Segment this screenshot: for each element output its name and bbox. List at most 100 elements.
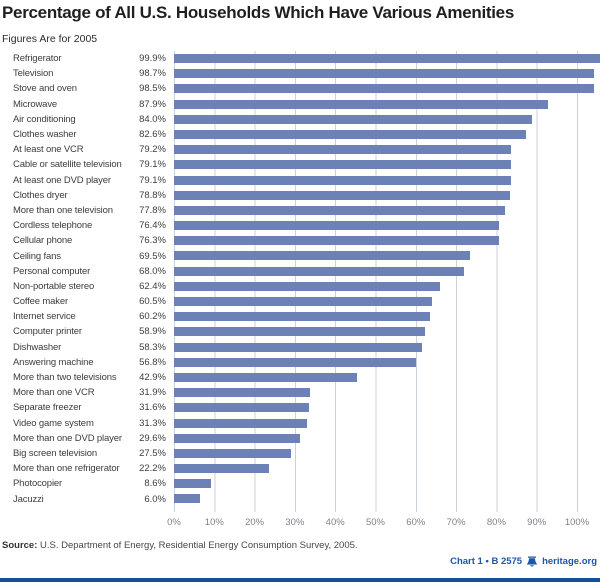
bar-track	[174, 173, 600, 188]
value-label: 29.6%	[139, 432, 166, 444]
bar-track	[174, 142, 600, 157]
category-label: Answering machine	[13, 356, 94, 368]
value-label: 98.5%	[139, 83, 166, 95]
chart-row: Television 98.7%	[0, 66, 600, 81]
category-label: Cordless telephone	[13, 220, 93, 232]
bar	[174, 433, 301, 443]
category-label: More than one VCR	[13, 387, 95, 399]
category-label: Coffee maker	[13, 296, 69, 308]
value-label: 8.6%	[144, 478, 166, 490]
value-label: 31.9%	[139, 387, 166, 399]
category-label: Refrigerator	[13, 53, 62, 65]
x-axis: 0% 10% 20% 30% 40% 50% 60% 70% 80% 90% 100%	[167, 516, 589, 533]
bar	[174, 312, 431, 322]
chart-row: Jacuzzi 6.0%	[0, 491, 600, 506]
chart-row: Air conditioning 84.0%	[0, 112, 600, 127]
bar	[174, 464, 269, 474]
bar-track	[174, 51, 600, 66]
chart-row: Cellular phone 76.3%	[0, 233, 600, 248]
chart-row: Dishwasher 58.3%	[0, 340, 600, 355]
source-note: Source: U.S. Department of Energy, Resid…	[2, 540, 358, 551]
bar	[174, 479, 211, 489]
value-label: 6.0%	[144, 493, 166, 505]
bar	[174, 114, 532, 124]
value-label: 60.5%	[139, 296, 166, 308]
bar-track	[174, 218, 600, 233]
category-label: Non-portable stereo	[13, 280, 95, 292]
chart-row: Stove and oven 98.5%	[0, 81, 600, 96]
value-label: 69.5%	[139, 250, 166, 262]
category-label: Big screen television	[13, 447, 97, 459]
bar	[174, 388, 310, 398]
value-label: 42.9%	[139, 372, 166, 384]
value-label: 87.9%	[139, 98, 166, 110]
bar-track	[174, 431, 600, 446]
bar-rows: Refrigerator 99.9% Television 98.7% Stove an…	[0, 51, 600, 507]
value-label: 27.5%	[139, 447, 166, 459]
chart-row: More than two televisions 42.9%	[0, 370, 600, 385]
value-label: 56.8%	[139, 356, 166, 368]
value-label: 58.3%	[139, 341, 166, 353]
value-label: 79.1%	[139, 174, 166, 186]
bar-track	[174, 446, 600, 461]
chart-row: Photocopier 8.6%	[0, 476, 600, 491]
chart-row: Microwave 87.9%	[0, 97, 600, 112]
category-label: Computer printer	[13, 326, 82, 338]
category-label: Personal computer	[13, 265, 91, 277]
bar-track	[174, 233, 600, 248]
bar	[174, 342, 423, 352]
category-label: Ceiling fans	[13, 250, 61, 262]
site-link: heritage.org	[542, 556, 597, 567]
bar-track	[174, 400, 600, 415]
category-label: Internet service	[13, 311, 76, 323]
value-label: 78.8%	[139, 189, 166, 201]
chart-row: Non-portable stereo 62.4%	[0, 279, 600, 294]
chart-row: Ceiling fans 69.5%	[0, 248, 600, 263]
bar-track	[174, 157, 600, 172]
x-axis-tick-label: 0%	[167, 516, 181, 528]
bar-chart: Refrigerator 99.9% Television 98.7% Stove an…	[0, 51, 600, 541]
value-label: 31.6%	[139, 402, 166, 414]
chart-row: Clothes washer 82.6%	[0, 127, 600, 142]
chart-row: Cable or satellite television 79.1%	[0, 157, 600, 172]
category-label: Stove and oven	[13, 83, 77, 95]
x-axis-tick-label: 100%	[564, 516, 590, 528]
bar-track	[174, 97, 600, 112]
category-label: Dishwasher	[13, 341, 62, 353]
credit-line: Chart 1 • B 2575 heritage.org	[450, 556, 597, 567]
category-label: More than one television	[13, 204, 113, 216]
bar	[174, 54, 600, 63]
chart-row: Cordless telephone 76.4%	[0, 218, 600, 233]
bar	[174, 84, 594, 94]
bar-track	[174, 294, 600, 309]
bar-track	[174, 112, 600, 127]
category-label: Jacuzzi	[13, 493, 44, 505]
bar	[174, 448, 292, 458]
value-label: 77.8%	[139, 204, 166, 216]
value-label: 82.6%	[139, 129, 166, 141]
x-axis-tick-label: 60%	[406, 516, 426, 528]
bar	[174, 236, 500, 246]
value-label: 99.9%	[139, 53, 166, 65]
bar	[174, 372, 357, 382]
chart-row: Clothes dryer 78.8%	[0, 188, 600, 203]
category-label: More than two televisions	[13, 372, 117, 384]
value-label: 68.0%	[139, 265, 166, 277]
category-label: More than one DVD player	[13, 432, 122, 444]
chart-row: Answering machine 56.8%	[0, 355, 600, 370]
value-label: 62.4%	[139, 280, 166, 292]
bar	[174, 69, 595, 79]
bar-track	[174, 127, 600, 142]
x-axis-tick-label: 80%	[486, 516, 506, 528]
bar-track	[174, 491, 600, 506]
chart-row: Coffee maker 60.5%	[0, 294, 600, 309]
value-label: 76.3%	[139, 235, 166, 247]
chart-row: Big screen television 27.5%	[0, 446, 600, 461]
bar-track	[174, 416, 600, 431]
category-label: At least one DVD player	[13, 174, 111, 186]
category-label: Microwave	[13, 98, 58, 110]
x-axis-tick-label: 20%	[245, 516, 265, 528]
bar	[174, 266, 464, 276]
bar-track	[174, 264, 600, 279]
